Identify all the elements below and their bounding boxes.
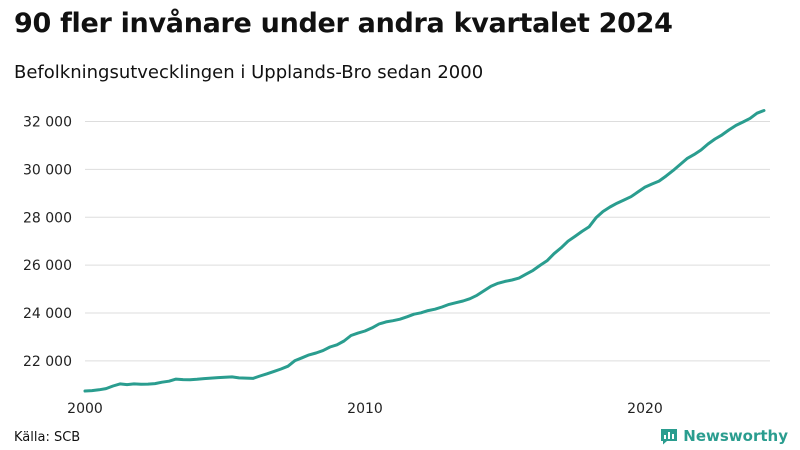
y-tick-label: 28 000 (23, 210, 72, 226)
chart-subtitle: Befolkningsutvecklingen i Upplands-Bro s… (14, 62, 484, 83)
brand-name: Newsworthy (683, 427, 788, 445)
y-tick-label: 32 000 (23, 115, 72, 131)
source-note: Källa: SCB (14, 430, 81, 445)
y-tick-label: 26 000 (23, 258, 72, 274)
bar-chart-bubble-icon (661, 429, 678, 445)
x-tick-label: 2020 (627, 401, 663, 417)
x-tick-label: 2010 (347, 401, 383, 417)
x-tick-label: 2000 (67, 401, 103, 417)
chart-title: 90 fler invånare under andra kvartalet 2… (14, 8, 673, 39)
y-tick-label: 30 000 (23, 162, 72, 178)
y-tick-label: 22 000 (23, 354, 72, 370)
y-tick-label: 24 000 (23, 306, 72, 322)
newsworthy-logo: Newsworthy (660, 427, 788, 445)
population-line (83, 109, 766, 393)
